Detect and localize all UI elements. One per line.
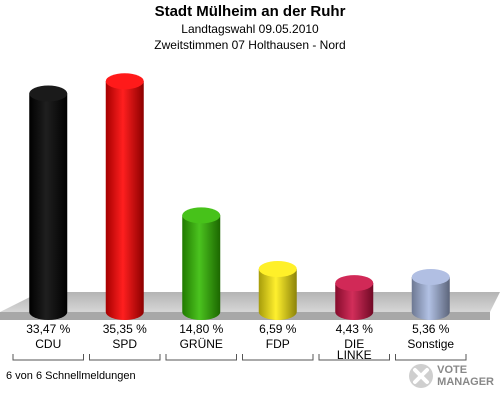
category-bracket — [165, 354, 237, 361]
data-label: 14,80 % — [179, 322, 223, 336]
category-bracket — [318, 354, 390, 361]
chart-floor-edge — [0, 312, 490, 320]
bar-top — [105, 73, 144, 90]
data-label: 6,59 % — [259, 322, 297, 336]
data-label: 5,36 % — [412, 322, 450, 336]
bar-top — [182, 207, 221, 224]
bar-top — [258, 260, 297, 277]
category-label: Sonstige — [407, 337, 454, 351]
category-label: FDP — [266, 337, 290, 351]
logo-line1: VOTE — [437, 364, 468, 376]
bar-top — [29, 85, 68, 102]
bar-sonstige — [411, 277, 450, 320]
category-label: DIE — [344, 337, 364, 351]
data-label: 35,35 % — [103, 322, 147, 336]
category-bracket — [242, 354, 314, 361]
data-label: 33,47 % — [26, 322, 70, 336]
category-label: SPD — [112, 337, 137, 351]
bar-top — [335, 275, 374, 292]
bar-top — [411, 269, 450, 286]
category-label: GRÜNE — [180, 337, 223, 351]
logo-line2: MANAGER — [437, 376, 494, 388]
vote-manager-logo: VOTE MANAGER — [408, 363, 494, 389]
category-label: CDU — [35, 337, 61, 351]
bar-die-linke — [335, 283, 374, 320]
category-bracket — [395, 354, 467, 361]
chart-subtitle-district: Zweitstimmen 07 Holthausen - Nord — [154, 38, 346, 52]
bar-cdu — [29, 93, 68, 320]
ballot-cross-icon — [409, 364, 434, 388]
category-bracket — [89, 354, 161, 361]
bar-fdp — [258, 268, 297, 320]
chart-subtitle-election: Landtagswahl 09.05.2010 — [181, 22, 319, 36]
footer-note: 6 von 6 Schnellmeldungen — [6, 370, 136, 382]
category-label: LINKE — [337, 348, 372, 362]
chart-title: Stadt Mülheim an der Ruhr — [154, 3, 346, 20]
category-bracket — [12, 354, 84, 361]
bar-spd — [105, 81, 144, 320]
data-label: 4,43 % — [336, 322, 374, 336]
bar-grüne — [182, 215, 221, 320]
